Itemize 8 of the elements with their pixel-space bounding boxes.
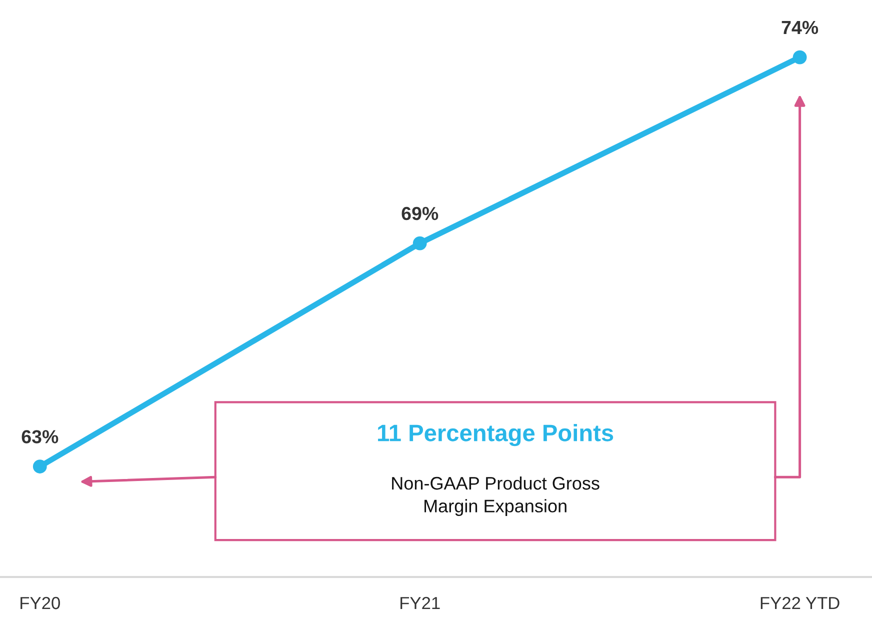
x-tick-label: FY21 [400,596,440,610]
data-label: 74% [782,20,818,34]
data-label: 69% [402,206,438,220]
data-label: 63% [22,430,58,444]
annotation: 11 Percentage Points [378,424,614,446]
x-tick-label: FY20 [20,596,60,610]
x-tick-label: FY22 YTD [760,596,840,610]
text: Non-GAAP Product Gross Margin Expansion [392,476,600,516]
